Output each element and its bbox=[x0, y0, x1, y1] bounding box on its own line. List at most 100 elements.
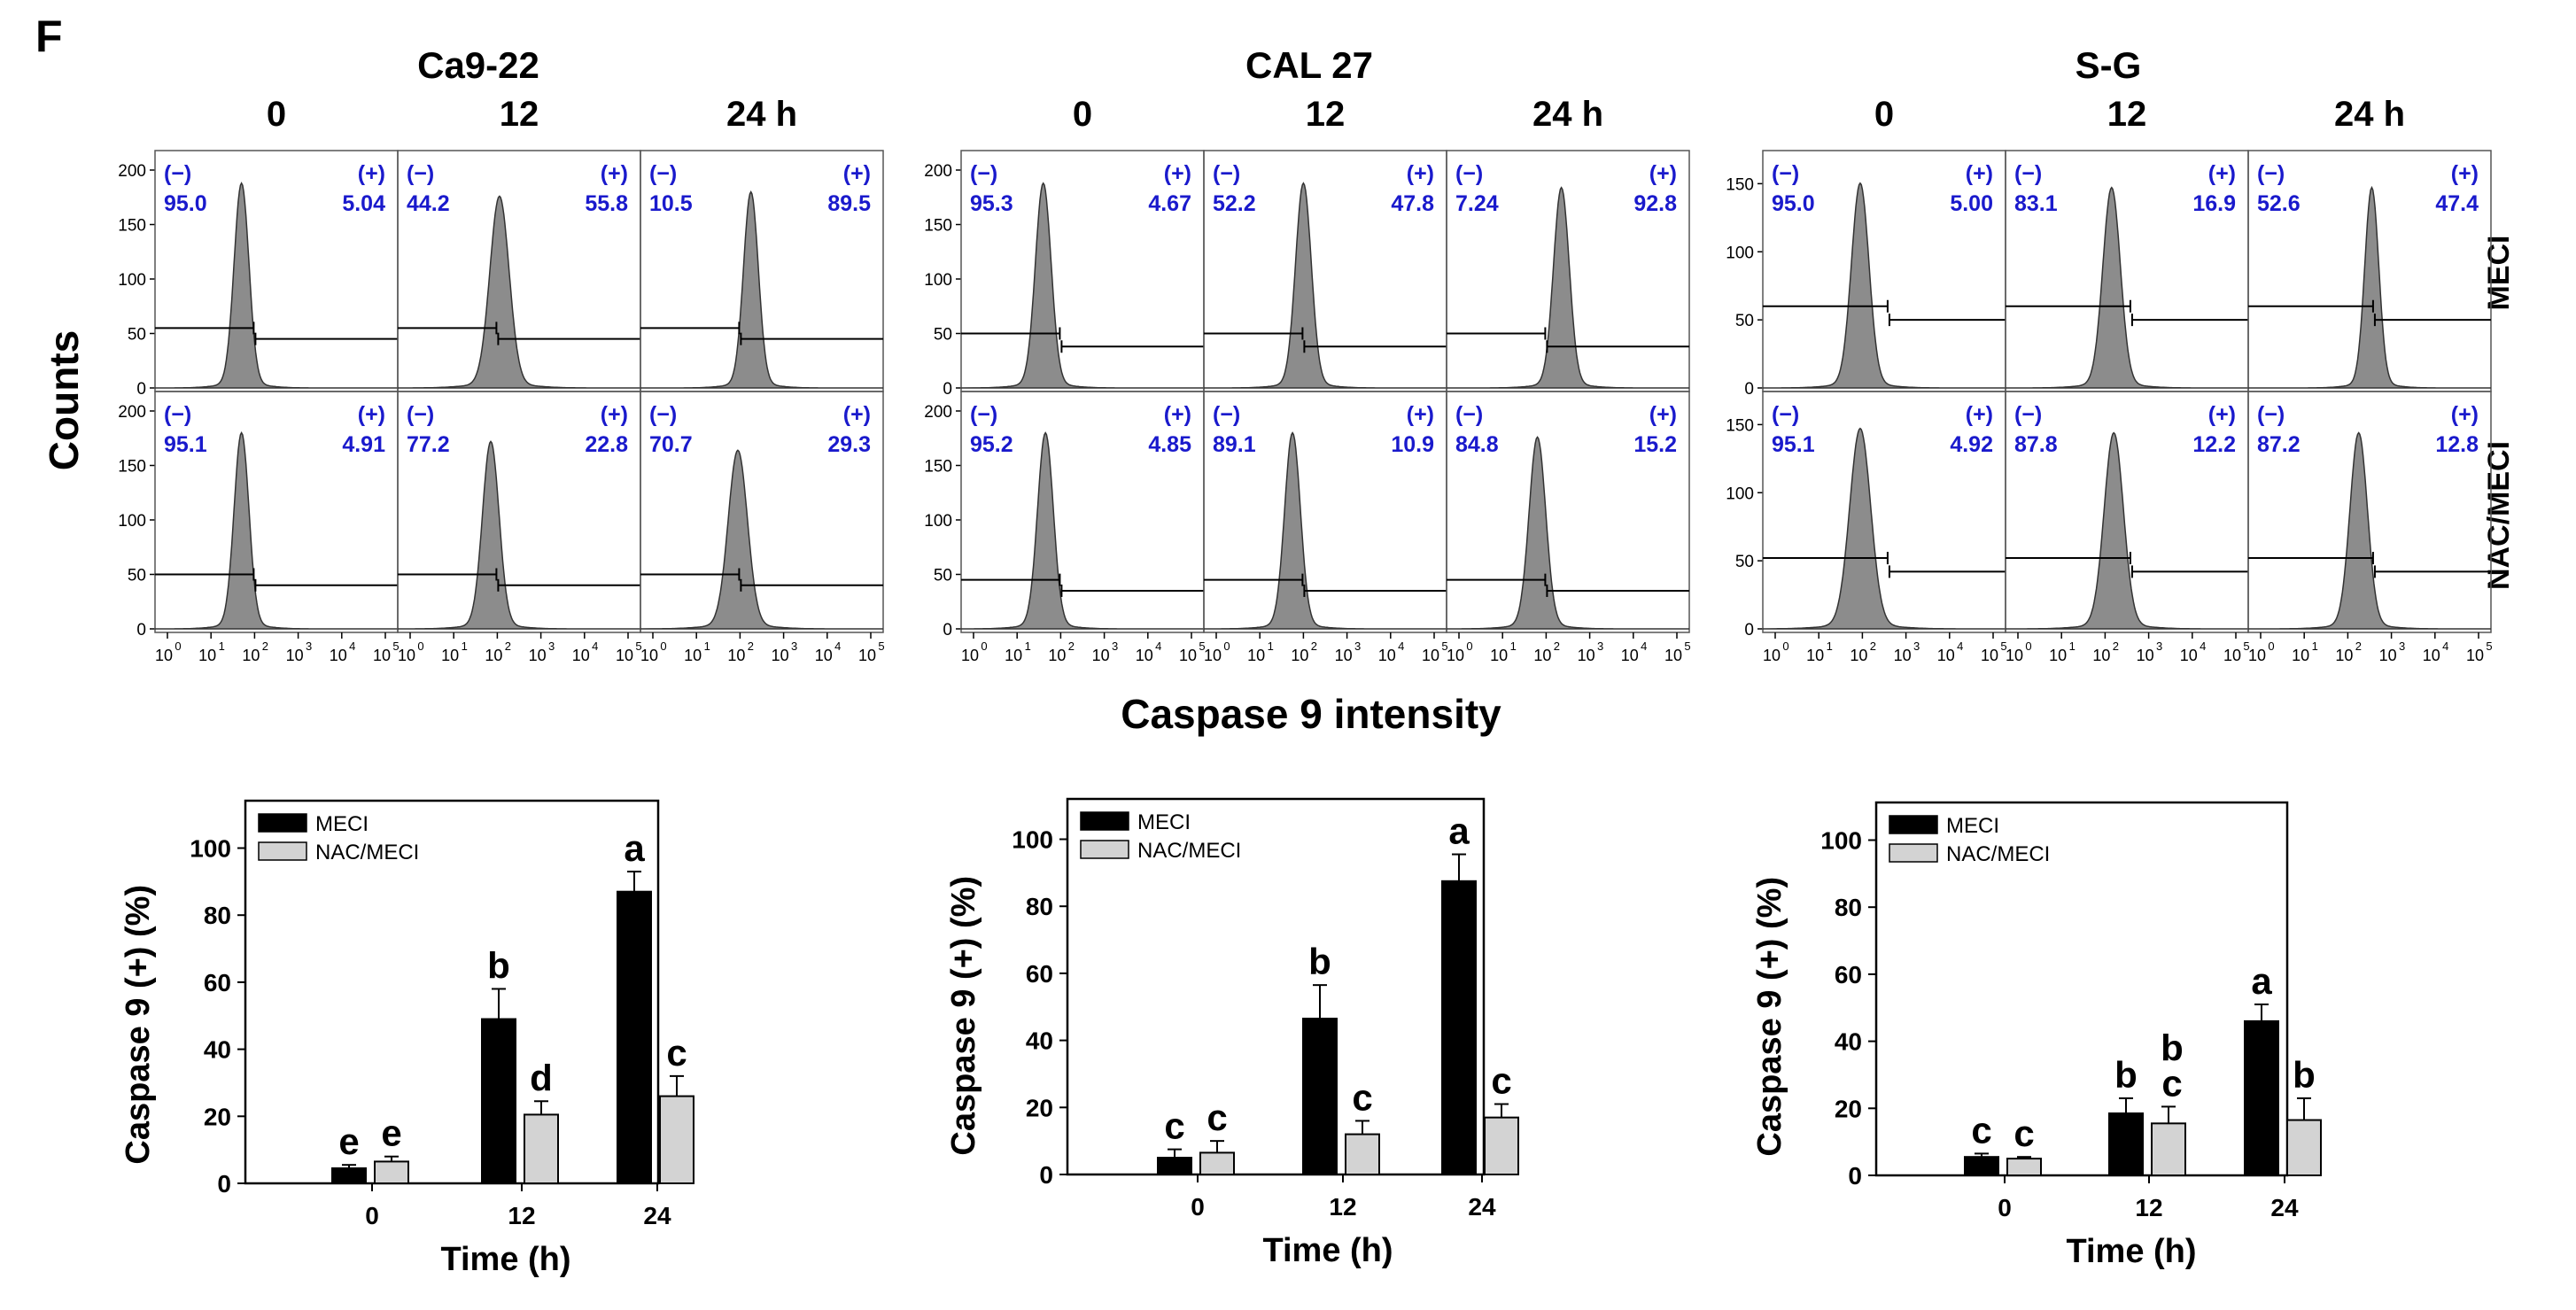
x-tick-label: 10 bbox=[1621, 647, 1639, 664]
negative-percent: 10.5 bbox=[649, 191, 693, 216]
positive-percent: 5.04 bbox=[342, 191, 385, 216]
x-tick-exponent: 3 bbox=[1913, 639, 1920, 653]
positive-label: (+) bbox=[1966, 402, 1993, 427]
panel-frame bbox=[1446, 391, 1690, 633]
x-tick-label: 0 bbox=[1191, 1193, 1205, 1221]
negative-percent: 87.8 bbox=[2014, 432, 2058, 457]
y-tick-label: 200 bbox=[118, 162, 146, 181]
legend-swatch-meci bbox=[258, 813, 307, 833]
significance-letter: b bbox=[2114, 1054, 2138, 1096]
negative-percent: 83.1 bbox=[2014, 191, 2058, 216]
x-tick-exponent: 2 bbox=[1870, 639, 1876, 653]
x-tick-exponent: 4 bbox=[2442, 639, 2448, 653]
y-tick-label: 150 bbox=[924, 458, 952, 477]
x-tick-exponent: 4 bbox=[592, 639, 598, 653]
significance-letter: c bbox=[1164, 1105, 1184, 1147]
x-tick-label: 10 bbox=[727, 647, 745, 664]
x-tick-exponent: 1 bbox=[704, 639, 710, 653]
y-tick-label: 0 bbox=[136, 380, 146, 399]
y-tick-label: 20 bbox=[204, 1103, 231, 1130]
negative-label: (−) bbox=[1772, 402, 1799, 427]
x-tick-label: 10 bbox=[198, 647, 216, 664]
x-tick-label: 10 bbox=[2423, 647, 2440, 664]
histogram-curve bbox=[2006, 186, 2248, 389]
histogram-panel: (−) 10.5 (+) 89.5 bbox=[640, 150, 884, 392]
x-tick-exponent: 1 bbox=[2069, 639, 2076, 653]
negative-label: (−) bbox=[164, 161, 191, 186]
y-axis-label: Caspase 9 (+) (%) bbox=[120, 885, 157, 1165]
negative-percent: 70.7 bbox=[649, 432, 693, 457]
positive-label: (+) bbox=[1649, 161, 1677, 186]
x-tick-exponent: 3 bbox=[1597, 639, 1603, 653]
positive-percent: 4.67 bbox=[1148, 191, 1191, 216]
negative-percent: 52.2 bbox=[1213, 191, 1256, 216]
legend-label-meci: MECI bbox=[1946, 814, 1999, 838]
x-tick-label: 10 bbox=[373, 647, 391, 664]
negative-label: (−) bbox=[970, 402, 997, 427]
x-tick-label: 10 bbox=[2180, 647, 2198, 664]
x-tick-label: 10 bbox=[1981, 647, 1998, 664]
positive-percent: 12.8 bbox=[2435, 432, 2479, 457]
positive-percent: 4.91 bbox=[342, 432, 385, 457]
x-tick-exponent: 5 bbox=[1199, 639, 1205, 653]
y-tick-label: 80 bbox=[204, 902, 231, 929]
x-tick-exponent: 3 bbox=[791, 639, 797, 653]
x-axis-label: Time (h) bbox=[1262, 1232, 1393, 1269]
timepoint-label: 0 bbox=[1073, 95, 1092, 134]
y-tick-label: 200 bbox=[924, 403, 952, 422]
x-tick-exponent: 5 bbox=[392, 639, 399, 653]
histogram-panel: (−) 95.0 (+) 5.00 bbox=[1762, 150, 2006, 392]
x-tick-label: 0 bbox=[1998, 1194, 2012, 1221]
histogram-panel: (−) 52.6 (+) 47.4 bbox=[2247, 150, 2492, 392]
y-tick-label: 40 bbox=[1026, 1027, 1053, 1055]
plot-frame bbox=[1066, 797, 1486, 1176]
y-tick-label: 60 bbox=[204, 969, 231, 996]
x-tick-label: 10 bbox=[1894, 647, 1912, 664]
histogram-panel: (−) 70.7 (+) 29.3 bbox=[640, 391, 884, 633]
bar-nac-meci bbox=[659, 1095, 694, 1184]
y-tick-label: 100 bbox=[1726, 484, 1754, 503]
histogram-curve bbox=[961, 431, 1204, 630]
positive-label: (+) bbox=[358, 161, 385, 186]
significance-letter: e bbox=[338, 1120, 359, 1162]
x-tick-exponent: 2 bbox=[505, 639, 511, 653]
x-tick-label: 10 bbox=[1204, 647, 1222, 664]
legend-label-nac-meci: NAC/MECI bbox=[1946, 842, 2050, 866]
x-tick-exponent: 0 bbox=[2025, 639, 2031, 653]
histogram-curve bbox=[640, 449, 883, 630]
x-tick-label: 10 bbox=[2248, 647, 2266, 664]
positive-percent: 47.4 bbox=[2435, 191, 2479, 216]
legend-swatch-meci bbox=[1080, 811, 1129, 831]
x-axis-title-intensity: Caspase 9 intensity bbox=[1121, 691, 1501, 737]
y-tick-label: 50 bbox=[934, 326, 952, 345]
positive-percent: 55.8 bbox=[585, 191, 628, 216]
timepoint-label: 0 bbox=[267, 95, 286, 134]
significance-letter: c bbox=[1207, 1097, 1227, 1138]
histogram-panel: (−) 87.2 (+) 12.8 bbox=[2247, 391, 2492, 633]
y-tick-label: 0 bbox=[136, 621, 146, 639]
y-tick-label: 40 bbox=[1835, 1028, 1862, 1056]
x-tick-label: 10 bbox=[572, 647, 590, 664]
y-axis-label: Caspase 9 (+) (%) bbox=[945, 876, 982, 1156]
row-label-nac-meci: NAC/MECI bbox=[2482, 441, 2516, 590]
y-tick-label: 50 bbox=[128, 326, 146, 345]
negative-percent: 95.3 bbox=[970, 191, 1013, 216]
negative-percent: 89.1 bbox=[1213, 432, 1256, 457]
bar-nac-meci bbox=[2286, 1119, 2322, 1176]
x-tick-label: 10 bbox=[684, 647, 702, 664]
histogram-curve bbox=[398, 195, 640, 389]
positive-percent: 15.2 bbox=[1633, 432, 1677, 457]
x-tick-label: 10 bbox=[2092, 647, 2110, 664]
bar-meci bbox=[331, 1167, 367, 1185]
x-tick-exponent: 5 bbox=[1684, 639, 1690, 653]
x-tick-label: 10 bbox=[1937, 647, 1955, 664]
significance-letter: c bbox=[1971, 1109, 1991, 1151]
negative-percent: 95.1 bbox=[164, 432, 207, 457]
positive-percent: 92.8 bbox=[1633, 191, 1677, 216]
x-tick-exponent: 1 bbox=[462, 639, 468, 653]
negative-label: (−) bbox=[1213, 161, 1240, 186]
y-tick-label: 150 bbox=[924, 217, 952, 236]
x-tick-exponent: 5 bbox=[635, 639, 641, 653]
significance-letter: b bbox=[2161, 1027, 2184, 1068]
